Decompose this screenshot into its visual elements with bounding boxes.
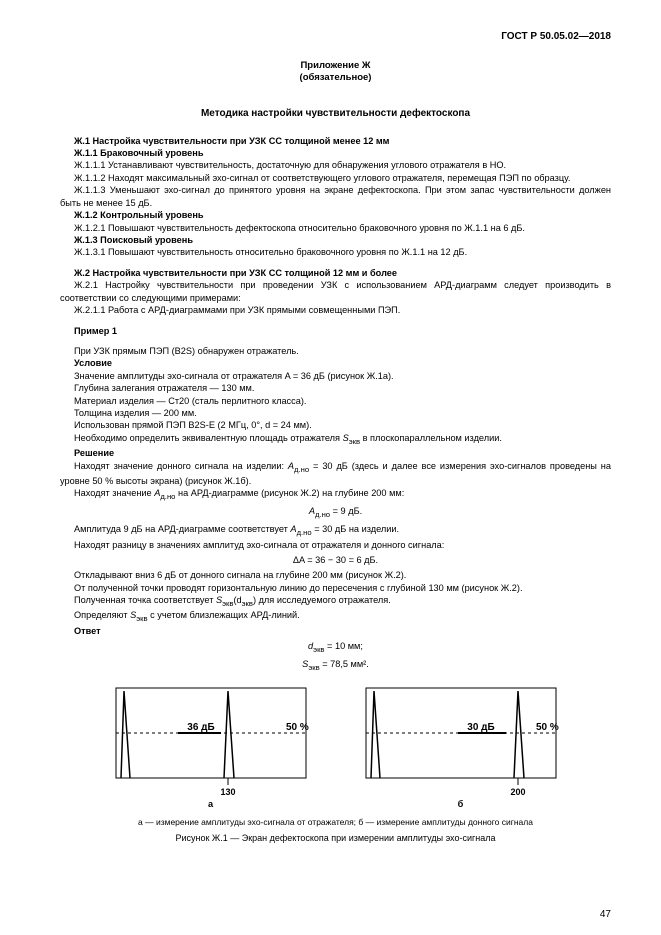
sol-2a: Находят значение <box>74 488 154 498</box>
ans2-val: = 78,5 мм² <box>320 659 367 669</box>
sol-3sub: д.но <box>297 528 312 537</box>
figure-caption-ab: а — измерение амплитуды эхо-сигнала от о… <box>60 817 611 828</box>
cond-6: Необходимо определить эквивалентную площ… <box>60 432 611 447</box>
scope-b-svg: 30 дБ 50 % 200 <box>356 683 566 798</box>
sol-3b: = 30 дБ на изделии. <box>312 524 399 534</box>
answer-title: Ответ <box>60 625 611 637</box>
cond-5: Использован прямой ПЭП B2S-E (2 МГц, 0°,… <box>60 419 611 431</box>
figures-row: 36 дБ 50 % 130 а 30 дБ 50 % 200 <box>60 683 611 810</box>
page: ГОСТ Р 50.05.02—2018 Приложение Ж (обяза… <box>0 0 661 935</box>
section-j13: Ж.1.3 Поисковый уровень <box>60 234 611 246</box>
ans2-dot: . <box>366 659 369 669</box>
document-id: ГОСТ Р 50.05.02—2018 <box>60 30 611 44</box>
answer-2: Sэкв = 78,5 мм². <box>60 658 611 673</box>
figure-b: 30 дБ 50 % 200 б <box>356 683 566 810</box>
solution-title: Решение <box>60 447 611 459</box>
para-j111: Ж.1.1.1 Устанавливают чувствительность, … <box>60 159 611 171</box>
fig-a-label: а <box>106 798 316 810</box>
sol-3a: Амплитуда 9 дБ на АРД-диаграмме соответс… <box>74 524 290 534</box>
sol-1sub: д.но <box>294 464 309 473</box>
para-j131: Ж.1.3.1 Повышают чувствительность относи… <box>60 246 611 258</box>
section-j1: Ж.1 Настройка чувствительности при УЗК С… <box>60 135 611 147</box>
sol-1a: Находят значение донного сигнала на изде… <box>74 461 288 471</box>
sol-5: Откладывают вниз 6 дБ от донного сигнала… <box>60 569 611 581</box>
ans1-sub: экв <box>313 645 324 654</box>
para-j112: Ж.1.1.2 Находят максимальный эхо-сигнал … <box>60 172 611 184</box>
ans2-sub: экв <box>308 663 319 672</box>
cond-1: Значение амплитуды эхо-сигнала от отража… <box>60 370 611 382</box>
section-j12: Ж.1.2 Контрольный уровень <box>60 209 611 221</box>
f1-sub: д.но <box>315 510 330 519</box>
fig-b-label: б <box>356 798 566 810</box>
ans1-val: = 10 мм; <box>325 641 363 651</box>
sol-1: Находят значение донного сигнала на изде… <box>60 460 611 488</box>
sol-8sub: экв <box>136 614 147 623</box>
figure-caption-main: Рисунок Ж.1 — Экран дефектоскопа при изм… <box>60 832 611 844</box>
condition-title: Условие <box>60 357 611 369</box>
formula-2: ΔA = 36 − 30 = 6 дБ. <box>60 554 611 566</box>
appendix-title: Приложение Ж <box>60 60 611 73</box>
scope-a-svg: 36 дБ 50 % 130 <box>106 683 316 798</box>
fig-b-db: 30 дБ <box>467 722 494 733</box>
formula-1: Aд.но = 9 дБ. <box>60 505 611 520</box>
answer-1: dэкв = 10 мм; <box>60 640 611 655</box>
appendix-subtitle: (обязательное) <box>60 72 611 85</box>
sol-2sub: д.но <box>160 492 175 501</box>
para-j211: Ж.2.1.1 Работа с АРД-диаграммами при УЗК… <box>60 304 611 316</box>
figure-a: 36 дБ 50 % 130 а <box>106 683 316 810</box>
sol-2b: на АРД-диаграмме (рисунок Ж.2) на глубин… <box>175 488 404 498</box>
sol-8b: с учетом близлежащих АРД-линий. <box>148 610 300 620</box>
fig-a-db: 36 дБ <box>187 722 214 733</box>
sol-7a: Полученная точка соответствует <box>74 595 216 605</box>
sol-8a: Определяют <box>74 610 130 620</box>
para-j121: Ж.1.2.1 Повышают чувствительность дефект… <box>60 222 611 234</box>
cond-2: Глубина залегания отражателя — 130 мм. <box>60 382 611 394</box>
sol-6: От полученной точки проводят горизонталь… <box>60 582 611 594</box>
sol-7sub1: экв <box>222 599 233 608</box>
sol-3: Амплитуда 9 дБ на АРД-диаграмме соответс… <box>60 523 611 538</box>
example-title: Пример 1 <box>60 325 611 337</box>
cond-3: Материал изделия — Ст20 (сталь перлитног… <box>60 395 611 407</box>
fig-b-pct: 50 % <box>536 722 559 733</box>
sol-2: Находят значение Aд.но на АРД-диаграмме … <box>60 487 611 502</box>
sol-7sub2: экв <box>242 599 253 608</box>
method-title: Методика настройки чувствительности дефе… <box>60 107 611 121</box>
sol-4: Находят разницу в значениях амплитуд эхо… <box>60 539 611 551</box>
fig-b-tick: 200 <box>510 787 525 797</box>
page-number: 47 <box>600 908 611 922</box>
section-j2: Ж.2 Настройка чувствительности при УЗК С… <box>60 267 611 279</box>
cond-4: Толщина изделия — 200 мм. <box>60 407 611 419</box>
sol-7: Полученная точка соответствует Sэкв(dэкв… <box>60 594 611 609</box>
cond-6a: Необходимо определить эквивалентную площ… <box>74 433 343 443</box>
section-j11: Ж.1.1 Браковочный уровень <box>60 147 611 159</box>
fig-a-pct: 50 % <box>286 722 309 733</box>
para-j21: Ж.2.1 Настройку чувствительности при про… <box>60 279 611 304</box>
para-j113: Ж.1.1.3 Уменьшают эхо-сигнал до принятог… <box>60 184 611 209</box>
example-line1: При УЗК прямым ПЭП (B2S) обнаружен отраж… <box>60 345 611 357</box>
sol-8: Определяют Sэкв с учетом близлежащих АРД… <box>60 609 611 624</box>
f1-eq: = 9 дБ. <box>330 506 362 516</box>
sol-7paren-d: (d <box>233 595 241 605</box>
cond-6b: в плоскопараллельном изделии. <box>360 433 502 443</box>
sol-7b: для исследуемого отражателя. <box>256 595 391 605</box>
cond-6sub: экв <box>349 437 360 446</box>
fig-a-tick: 130 <box>220 787 235 797</box>
